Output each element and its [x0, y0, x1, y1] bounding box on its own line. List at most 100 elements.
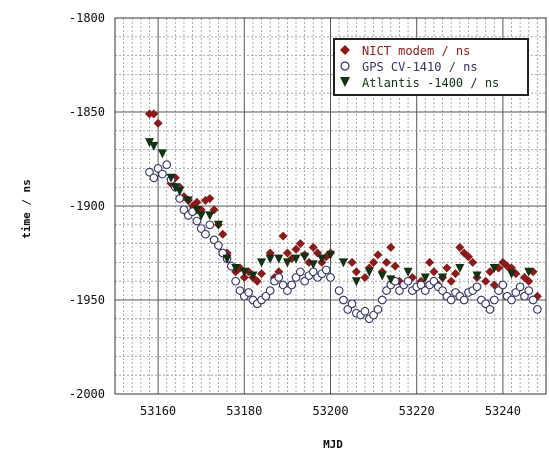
data-point-circle [485, 305, 495, 314]
data-point-circle [459, 295, 469, 305]
grid [115, 18, 546, 394]
data-point-triangle [472, 271, 482, 281]
data-point-circle [339, 295, 348, 305]
data-point-diamond [429, 267, 439, 277]
data-point-triangle [282, 258, 292, 268]
data-point-circle [265, 286, 275, 295]
data-point-triangle [351, 277, 361, 287]
data-point-diamond [382, 257, 392, 267]
plot-frame [114, 17, 547, 395]
data-point-triangle [274, 254, 284, 264]
data-point-diamond [446, 276, 456, 286]
data-point-diamond [347, 257, 357, 267]
y-tick-label: -1800 [69, 11, 105, 25]
data-point-circle [373, 305, 383, 314]
data-point-circle [283, 286, 292, 295]
data-point-circle [533, 305, 542, 314]
data-point-triangle [338, 258, 348, 268]
data-point-diamond [360, 272, 370, 282]
data-point-triangle [170, 183, 180, 193]
data-point-circle [507, 295, 516, 305]
data-point-circle [274, 273, 284, 282]
data-point-diamond [278, 231, 288, 241]
legend-marker-nict [340, 45, 350, 55]
data-point-diamond [390, 261, 400, 271]
data-point-circle [287, 280, 297, 290]
data-point-circle [438, 286, 447, 295]
data-point-circle [153, 164, 163, 173]
data-point-circle [149, 173, 159, 183]
legend-marker-gps [340, 61, 350, 71]
data-point-triangle [144, 138, 154, 148]
x-tick-label: 53160 [140, 404, 176, 418]
data-point-triangle [257, 258, 267, 268]
data-point-circle [416, 280, 426, 290]
legend-marker-atlantis [340, 77, 350, 87]
legend-label-atlantis: Atlantis -1400 / ns [362, 76, 499, 90]
y-tick-label: -2000 [69, 387, 105, 401]
data-point-diamond [455, 242, 465, 252]
data-point-triangle [489, 264, 499, 274]
data-point-circle [205, 220, 215, 230]
data-point-circle [403, 276, 413, 286]
data-point-circle [498, 280, 508, 290]
data-point-triangle [222, 254, 232, 264]
data-point-triangle [377, 271, 387, 281]
data-point-diamond [205, 193, 215, 203]
data-point-circle [214, 241, 223, 250]
data-point-circle [235, 286, 245, 295]
data-point-circle [321, 265, 331, 275]
legend-label-nict: NICT modem / ns [362, 44, 470, 58]
data-point-triangle [326, 250, 335, 260]
y-axis-title: time / ns [20, 179, 33, 239]
data-point-circle [429, 276, 439, 286]
data-point-triangle [438, 273, 448, 283]
data-point-circle [494, 286, 503, 295]
data-point-diamond [252, 276, 262, 286]
x-tick-label: 53180 [226, 404, 262, 418]
data-point-circle [343, 305, 353, 314]
data-point-circle [162, 160, 172, 169]
data-point-diamond [468, 257, 478, 267]
data-point-diamond [153, 118, 163, 128]
data-point-circle [145, 167, 154, 177]
data-point-circle [528, 295, 538, 305]
data-point-circle [278, 280, 288, 290]
y-tick-label: -1850 [69, 105, 105, 119]
data-point-diamond [463, 252, 473, 262]
data-point-triangle [231, 264, 241, 274]
data-point-triangle [157, 149, 167, 159]
x-tick-label: 53200 [312, 404, 348, 418]
data-point-diamond [239, 272, 249, 282]
data-point-circle [481, 299, 491, 309]
data-point-diamond [481, 276, 491, 286]
data-point-triangle [248, 271, 258, 281]
data-point-circle [261, 291, 271, 301]
data-point-triangle [149, 141, 159, 151]
series-1 [145, 160, 542, 324]
data-point-triangle [166, 173, 176, 183]
data-point-diamond [450, 269, 460, 279]
data-point-triangle [420, 273, 430, 283]
data-point-diamond [192, 197, 202, 207]
x-tick-label: 53240 [485, 404, 521, 418]
series-2 [144, 138, 534, 287]
data-point-diamond [524, 276, 534, 286]
data-point-triangle [300, 252, 310, 262]
data-point-circle [196, 224, 206, 233]
data-point-triangle [196, 211, 206, 221]
y-tick-label: -1900 [69, 199, 105, 213]
data-point-circle [446, 295, 456, 305]
x-tick-label: 53220 [399, 404, 435, 418]
data-point-circle [347, 299, 357, 309]
data-point-triangle [364, 267, 374, 277]
data-point-triangle [192, 205, 202, 215]
data-point-triangle [239, 267, 249, 277]
legend-label-gps: GPS CV-1410 / ns [362, 60, 478, 74]
data-point-triangle [213, 220, 223, 230]
data-point-triangle [524, 267, 534, 277]
data-point-circle [201, 229, 210, 239]
data-point-diamond [485, 267, 495, 277]
data-point-circle [420, 286, 430, 295]
